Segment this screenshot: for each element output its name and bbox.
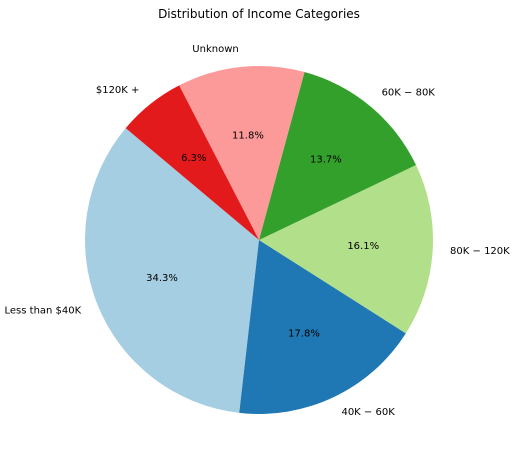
percent-labels: 34.3% 17.8% 16.1% 13.7% 11.8% 6.3% (146, 131, 379, 340)
pie-slice-120k (125, 85, 260, 240)
chart-title: Distribution of Income Categories (158, 7, 360, 21)
pie-slice-less-than-40k (85, 128, 259, 413)
percent-label-40k-60k: 17.8% (288, 329, 320, 340)
percent-label-80k-120k: 16.1% (347, 241, 379, 252)
category-label-less-than-40k: Less than $40K (5, 305, 82, 316)
percent-label-120k: 6.3% (181, 153, 206, 164)
category-label-120k: $120K + (96, 85, 140, 96)
category-label-40k-60k: 40K − 60K (341, 407, 395, 418)
pie-slice-unknown (179, 66, 305, 241)
category-label-60k-80k: 60K − 80K (382, 87, 436, 98)
category-labels: Less than $40K 40K − 60K 80K − 120K 60K − 8… (5, 44, 511, 418)
pie-slice-60k-80k (259, 72, 417, 240)
pie-slices (85, 66, 433, 414)
pie-slice-80k-120k (259, 165, 433, 334)
pie-slice-40k-60k (239, 240, 406, 414)
category-label-80k-120k: 80K − 120K (450, 246, 510, 257)
percent-label-60k-80k: 13.7% (310, 154, 342, 165)
percent-label-unknown: 11.8% (232, 131, 264, 142)
percent-label-less-than-40k: 34.3% (146, 273, 178, 284)
category-label-unknown: Unknown (192, 44, 238, 55)
